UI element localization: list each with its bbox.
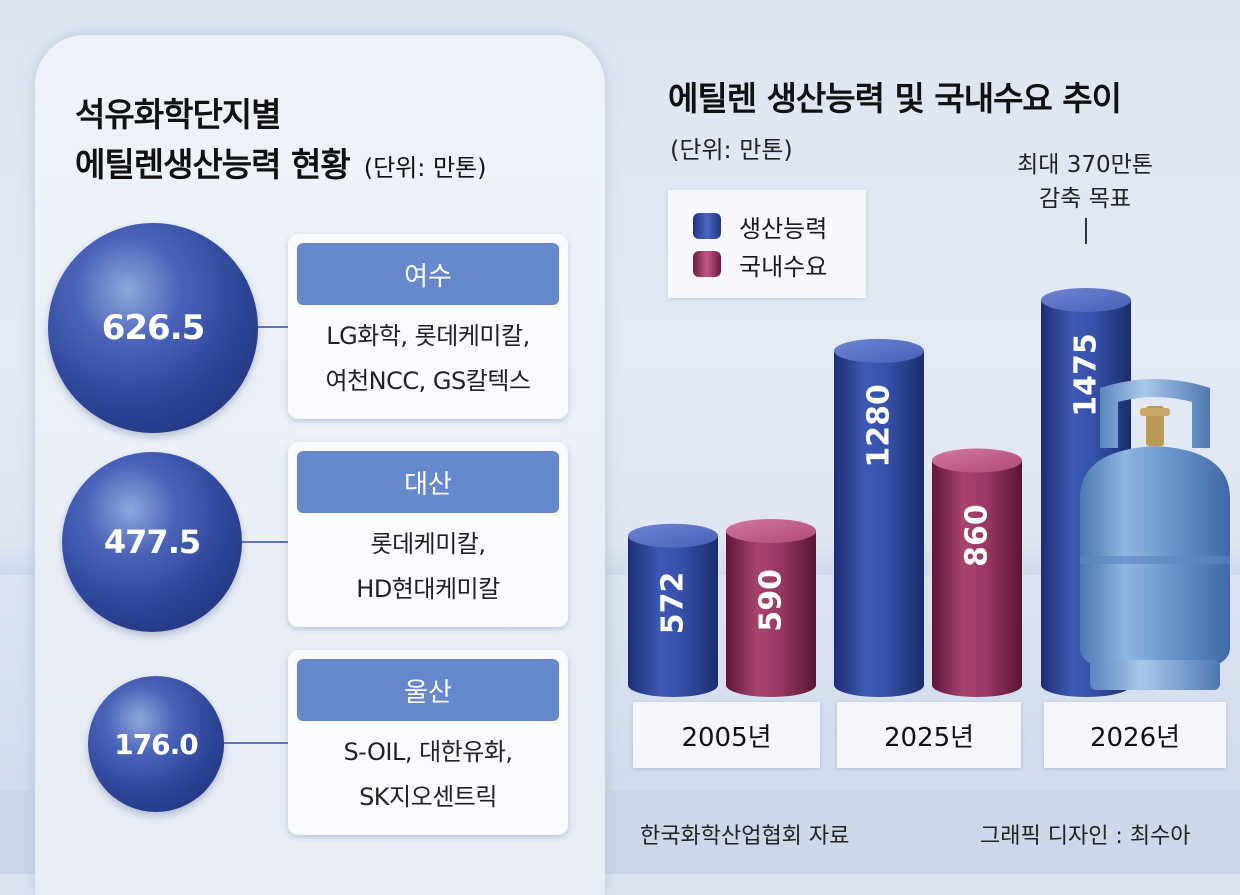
chart-legend: 생산능력 국내수요 bbox=[668, 190, 866, 298]
company-list: LG화학, 롯데케미칼, 여천NCC, GS칼텍스 bbox=[288, 314, 568, 404]
annotation-line-2: 감축 목표 bbox=[1039, 186, 1131, 212]
bar-top bbox=[932, 448, 1022, 473]
bar-value-label: 1280 bbox=[862, 384, 897, 468]
capacity-value: 477.5 bbox=[103, 523, 201, 561]
capacity-sphere-ulsan: 176.0 bbox=[88, 676, 224, 812]
company-list: 롯데케미칼, HD현대케미칼 bbox=[288, 522, 568, 612]
connector-line bbox=[258, 326, 288, 328]
title-line-1: 석유화학단지별 bbox=[75, 95, 282, 134]
legend-label: 국내수요 bbox=[739, 252, 828, 281]
complex-card-ulsan: 울산 S-OIL, 대한유화, SK지오센트릭 bbox=[288, 650, 568, 835]
x-category-2026: 2026년 bbox=[1044, 702, 1226, 768]
reduction-target-annotation: 최대 370만톤 감축 목표 bbox=[990, 148, 1180, 216]
company-line: SK지오센트릭 bbox=[359, 783, 497, 811]
bar-value-label: 860 bbox=[960, 504, 995, 567]
x-tick-label: 2025년 bbox=[883, 722, 975, 753]
complex-card-daesan: 대산 롯데케미칼, HD현대케미칼 bbox=[288, 442, 568, 627]
source-note: 한국화학산업협회 자료 bbox=[640, 824, 850, 849]
company-line: HD현대케미칼 bbox=[356, 575, 500, 603]
capacity-sphere-daesan: 477.5 bbox=[62, 452, 242, 632]
gas-tank-illustration bbox=[1080, 379, 1230, 690]
connector-line bbox=[224, 742, 288, 744]
legend-swatch bbox=[693, 251, 721, 277]
legend-swatch bbox=[693, 213, 721, 239]
connector-line bbox=[242, 541, 288, 543]
complex-panel-title: 석유화학단지별 에틸렌생산능력 현황 (단위: 만톤) bbox=[75, 90, 487, 193]
company-list: S-OIL, 대한유화, SK지오센트릭 bbox=[288, 730, 568, 820]
annotation-pointer bbox=[1085, 218, 1087, 244]
x-tick-label: 2005년 bbox=[681, 722, 772, 753]
complex-card-yeosu: 여수 LG화학, 롯데케미칼, 여천NCC, GS칼텍스 bbox=[288, 234, 568, 419]
capacity-sphere-yeosu: 626.5 bbox=[48, 223, 258, 433]
design-credit: 그래픽 디자인 : 최수아 bbox=[980, 824, 1191, 849]
company-line: 여천NCC, GS칼텍스 bbox=[325, 367, 531, 395]
legend-item-demand: 국내수요 bbox=[693, 246, 827, 282]
chart-title: 에틸렌 생산능력 및 국내수요 추이 bbox=[668, 79, 1122, 118]
region-label: 울산 bbox=[297, 659, 559, 721]
chart-unit-label: (단위: 만톤) bbox=[670, 136, 793, 164]
title-line-2: 에틸렌생산능력 현황 bbox=[75, 145, 351, 184]
company-line: LG화학, 롯데케미칼, bbox=[326, 322, 530, 350]
capacity-value: 626.5 bbox=[101, 308, 206, 348]
bar-top bbox=[726, 519, 816, 543]
bar-top bbox=[628, 523, 718, 548]
bar-top bbox=[834, 338, 924, 363]
x-tick-label: 2026년 bbox=[1089, 722, 1181, 753]
x-category-2025: 2025년 bbox=[837, 702, 1021, 768]
legend-item-capacity: 생산능력 bbox=[693, 208, 827, 244]
x-category-2005: 2005년 bbox=[633, 702, 820, 768]
legend-label: 생산능력 bbox=[739, 214, 828, 243]
annotation-line-1: 최대 370만톤 bbox=[1017, 152, 1153, 178]
capacity-value: 176.0 bbox=[114, 727, 199, 761]
company-line: 롯데케미칼, bbox=[370, 530, 486, 558]
region-label: 여수 bbox=[297, 243, 559, 305]
left-unit-label: (단위: 만톤) bbox=[363, 154, 487, 182]
company-line: S-OIL, 대한유화, bbox=[343, 738, 513, 766]
bar-top bbox=[1041, 288, 1131, 312]
region-label: 대산 bbox=[297, 451, 559, 513]
